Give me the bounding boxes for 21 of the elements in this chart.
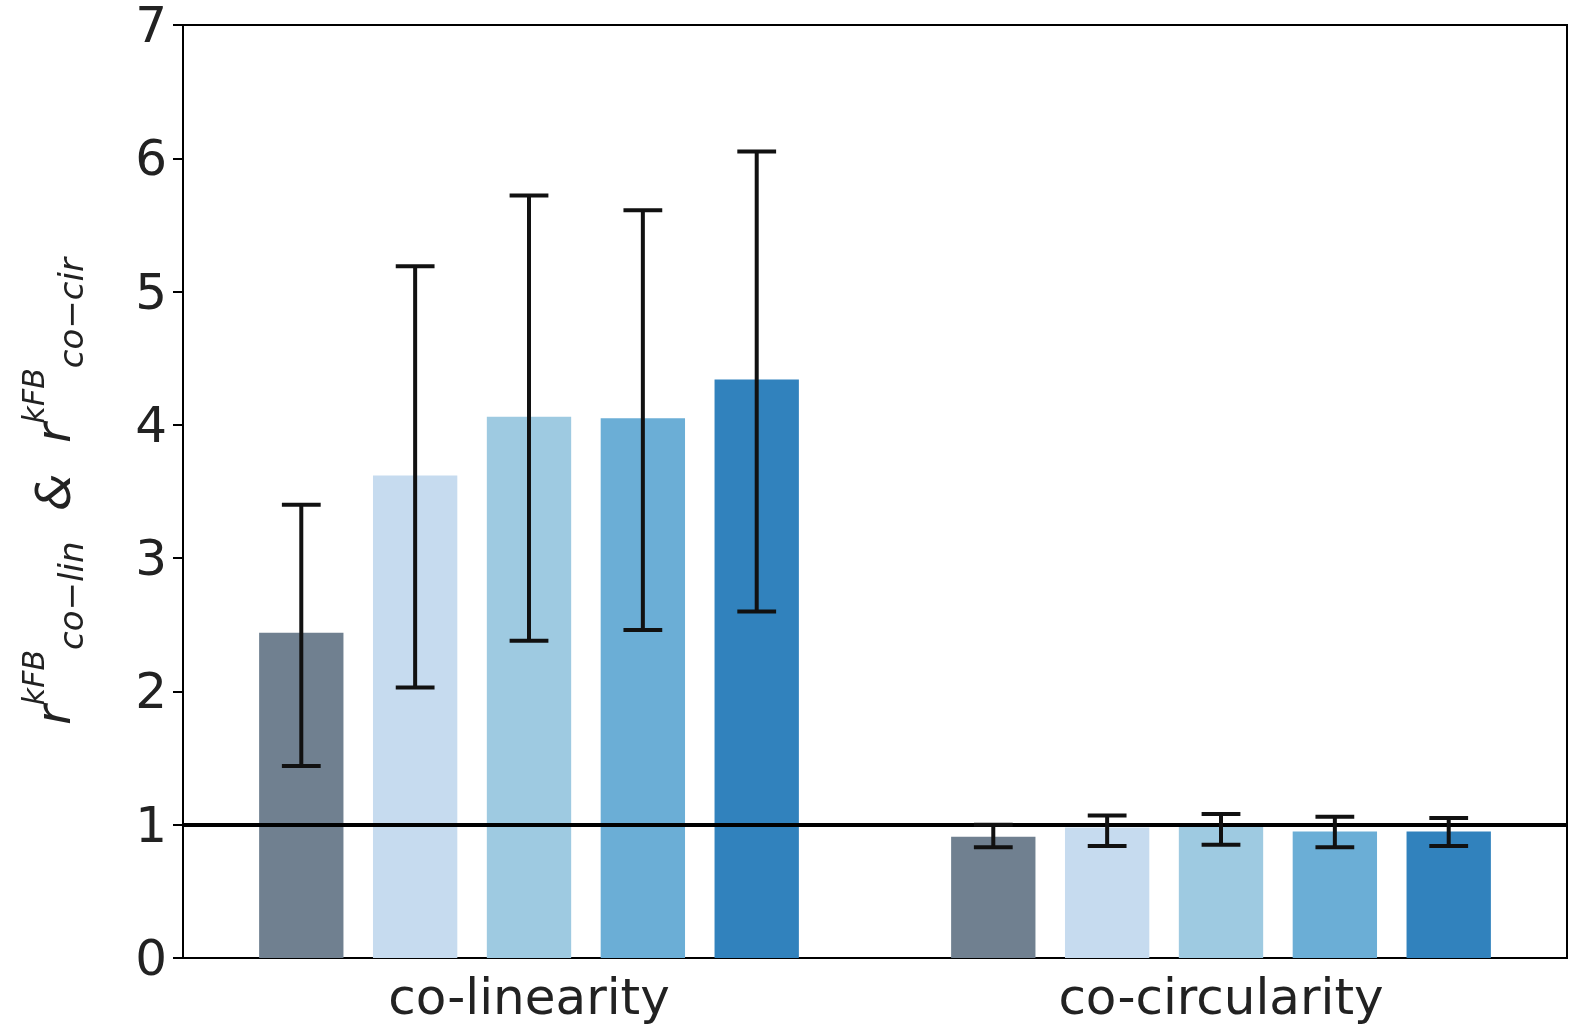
bar [1406, 831, 1491, 958]
y-axis-title: rkFBco−lin & rkFBco−cir [15, 256, 91, 725]
bar [951, 836, 1036, 958]
y-tick-label: 5 [135, 262, 167, 321]
y-tick-label: 7 [135, 0, 167, 54]
y-tick-label: 2 [135, 662, 167, 721]
bar [486, 416, 572, 958]
bar [1178, 826, 1264, 958]
y-tick-label: 1 [135, 795, 167, 854]
bar [1064, 827, 1150, 958]
x-tick-label: co-linearity [388, 968, 670, 1026]
bar [714, 379, 799, 958]
bar [600, 418, 686, 958]
y-tick-label: 6 [135, 129, 167, 188]
bar [372, 475, 458, 958]
x-tick-label: co-circularity [1058, 968, 1384, 1026]
y-tick-label: 3 [135, 529, 167, 588]
bar [259, 632, 344, 958]
y-tick-label: 4 [135, 395, 167, 454]
bar [1292, 831, 1378, 958]
y-tick-label: 0 [135, 929, 167, 987]
